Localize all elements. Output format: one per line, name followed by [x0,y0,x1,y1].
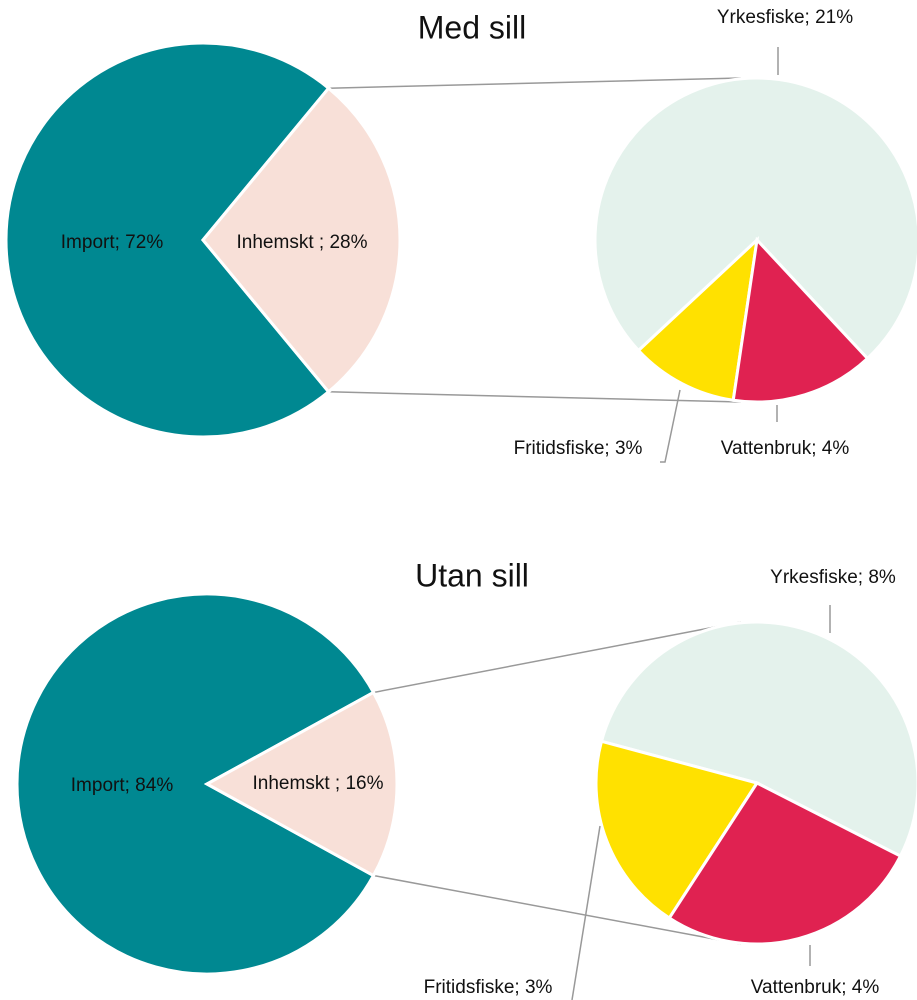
secondary-label: Fritidsfiske; 3% [514,438,643,459]
leader-line [571,825,601,1000]
slice-label: Import; 72% [61,232,164,253]
connector-line [373,874,742,945]
slice-label: Inhemskt ; 28% [237,232,368,253]
secondary-slice [593,76,917,361]
pie-slice [4,41,331,439]
leader-line [660,389,681,463]
secondary-slice [599,620,917,859]
pie-slice [15,592,376,976]
slice-label: Inhemskt ; 16% [253,773,384,794]
secondary-label: Yrkesfiske; 8% [770,567,896,588]
connector-line [373,621,742,694]
secondary-slice [667,781,903,946]
slice-label: Import; 84% [71,775,174,796]
secondary-label: Fritidsfiske; 3% [424,977,553,998]
chart-title: Med sill [418,9,526,45]
secondary-label: Vattenbruk; 4% [721,438,850,459]
secondary-slice [731,236,870,404]
secondary-slice [594,739,760,921]
secondary-label: Yrkesfiske; 21% [717,7,853,28]
pie-slice [203,690,399,878]
connector-line [328,391,741,403]
secondary-slice [636,235,760,402]
pie-slice [201,86,402,394]
connector-line [328,77,741,89]
secondary-label: Vattenbruk; 4% [751,977,880,998]
chart-title: Utan sill [415,557,529,593]
